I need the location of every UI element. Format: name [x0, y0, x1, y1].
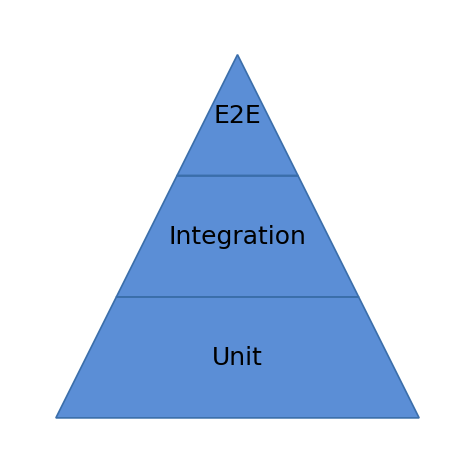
Text: Unit: Unit [212, 346, 263, 369]
Text: E2E: E2E [214, 104, 261, 128]
Polygon shape [177, 56, 298, 176]
Polygon shape [116, 176, 359, 297]
Text: Integration: Integration [169, 225, 306, 249]
Polygon shape [56, 297, 419, 418]
